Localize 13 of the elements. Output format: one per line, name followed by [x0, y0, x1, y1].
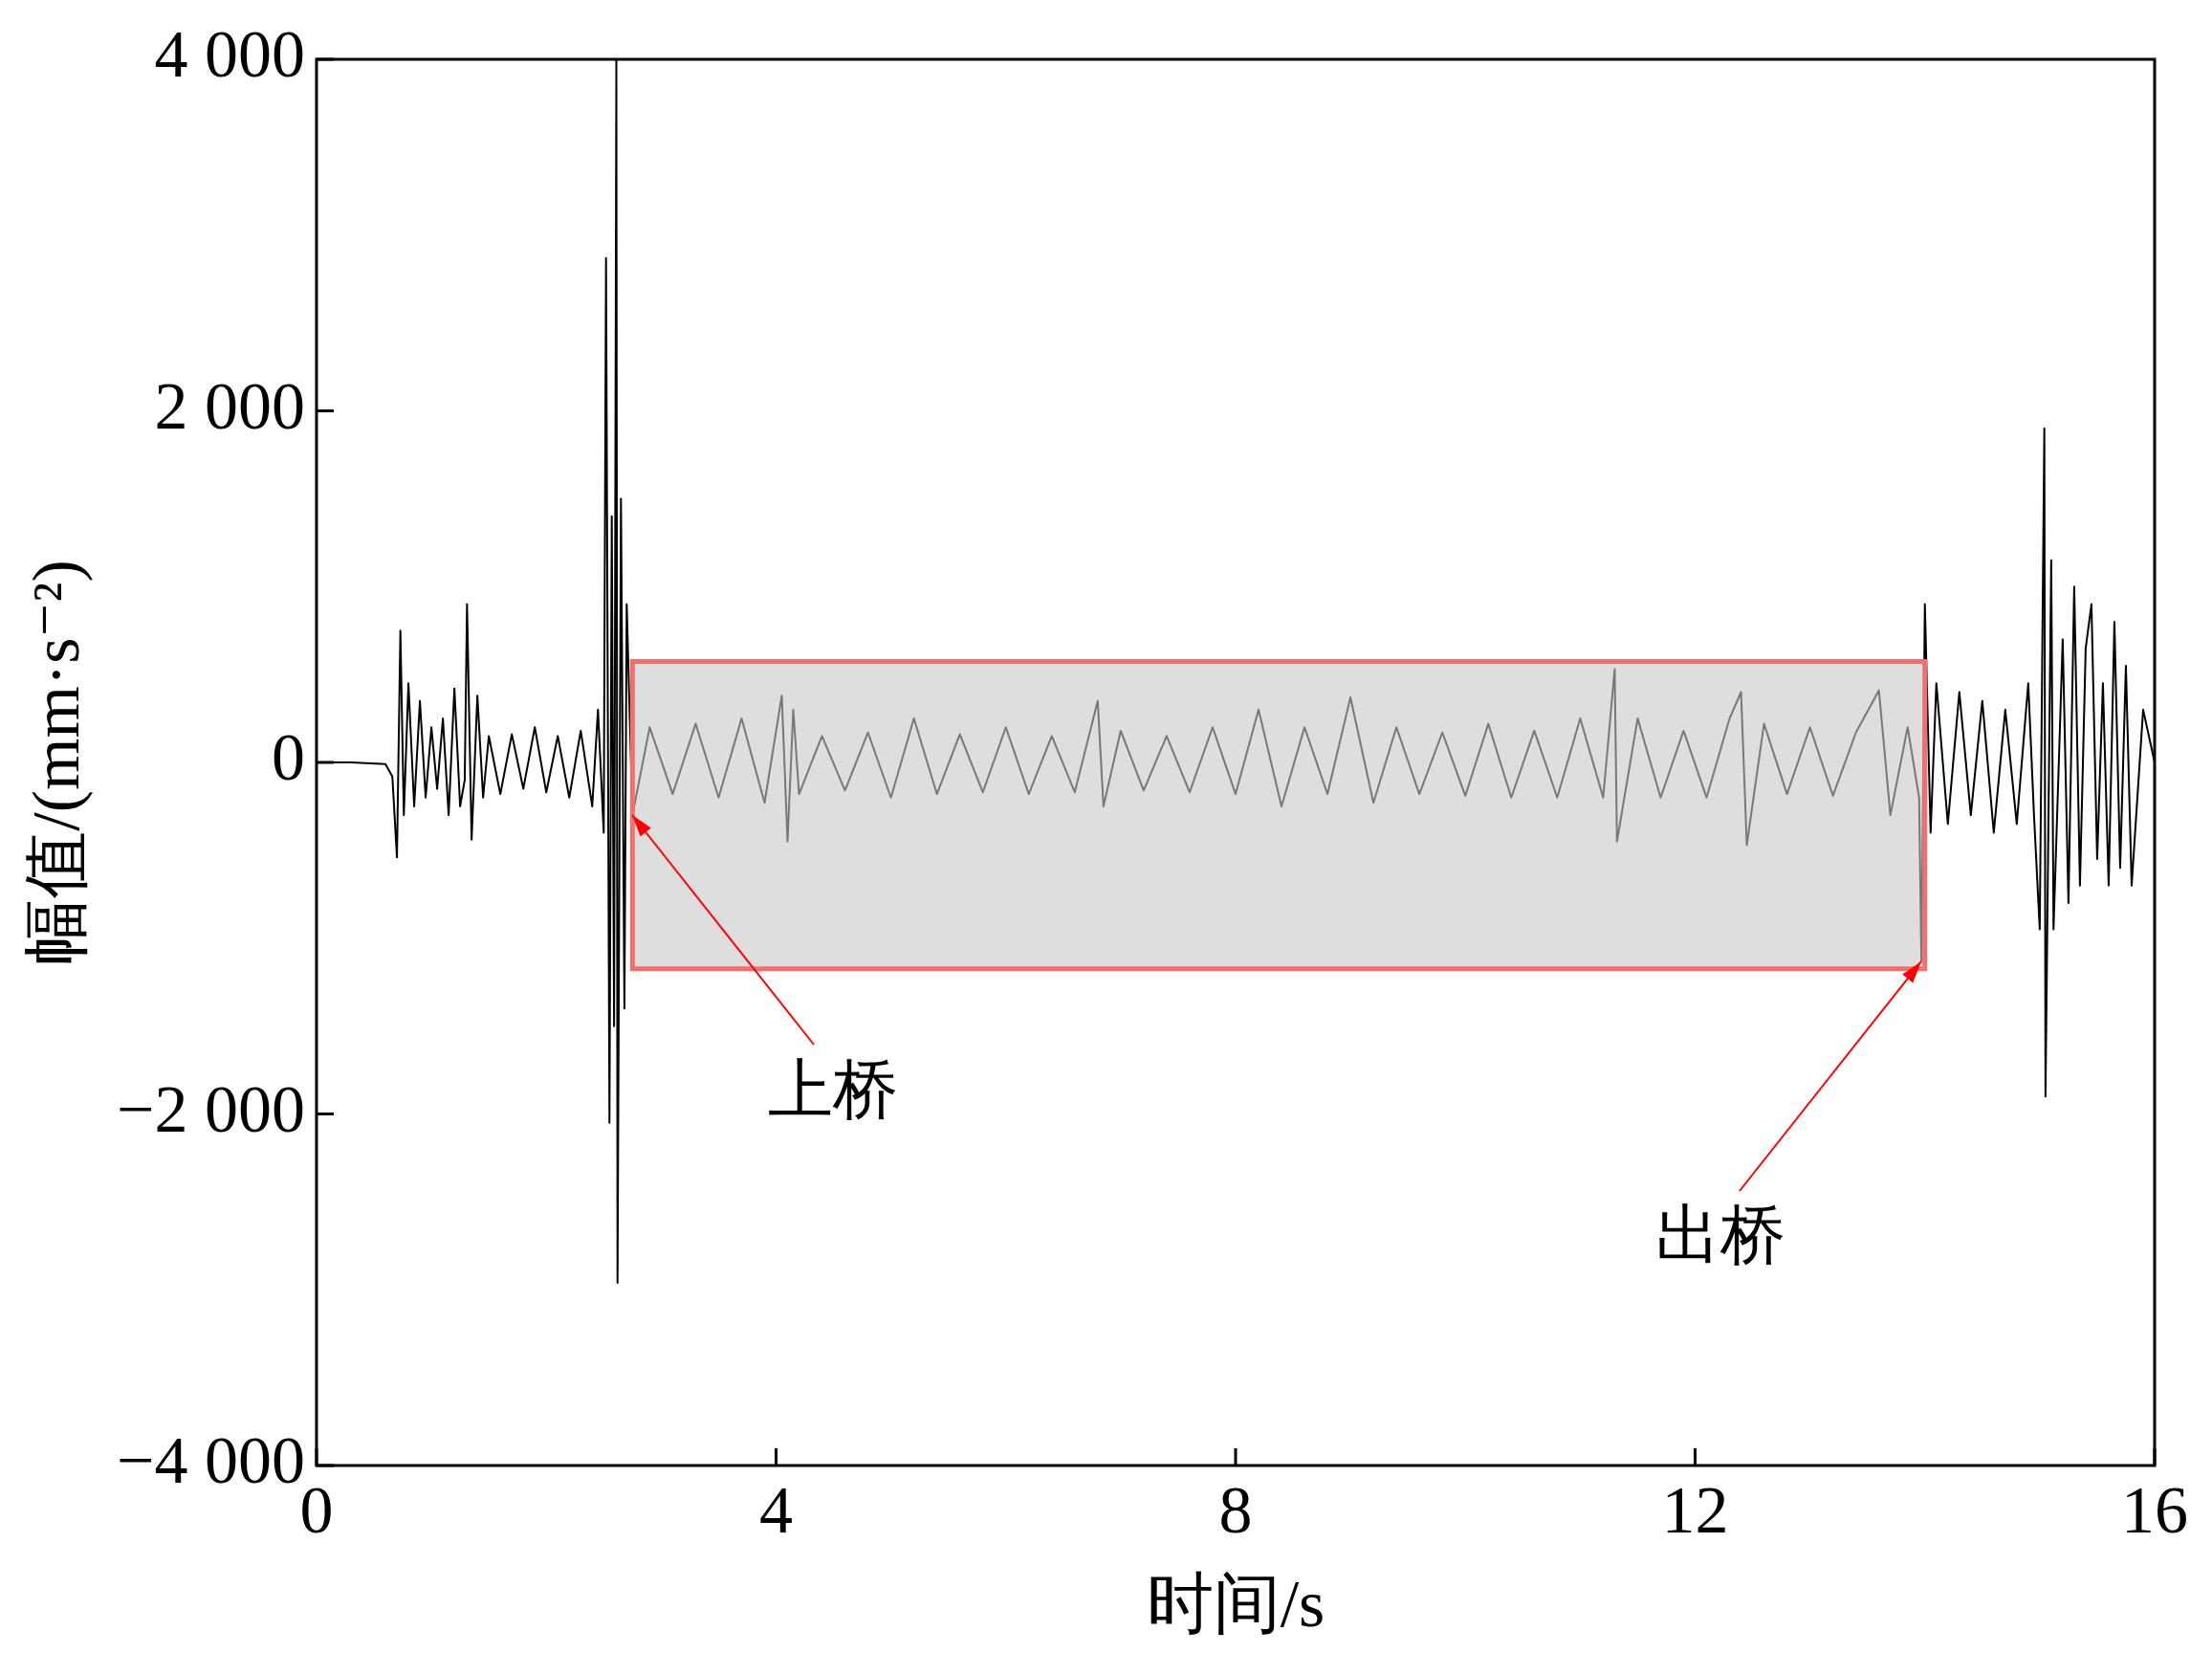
y-axis-title: 幅值/(mm·s⁻²)	[19, 560, 94, 965]
y-tick-label: 0	[271, 720, 305, 795]
annotation: 出桥	[1655, 1199, 1786, 1272]
x-tick-label: 16	[2121, 1473, 2188, 1548]
annotation: 上桥	[768, 1052, 899, 1126]
y-tick-label: 2 000	[154, 368, 305, 443]
y-tick-label: 4 000	[154, 17, 305, 92]
y-tick-label: −4 000	[116, 1423, 305, 1498]
x-axis-title: 时间/s	[1146, 1567, 1325, 1642]
x-tick-label: 8	[1218, 1473, 1253, 1548]
x-tick-label: 12	[1661, 1473, 1729, 1548]
x-tick-label: 4	[758, 1473, 793, 1548]
y-tick-label: −2 000	[116, 1071, 305, 1146]
